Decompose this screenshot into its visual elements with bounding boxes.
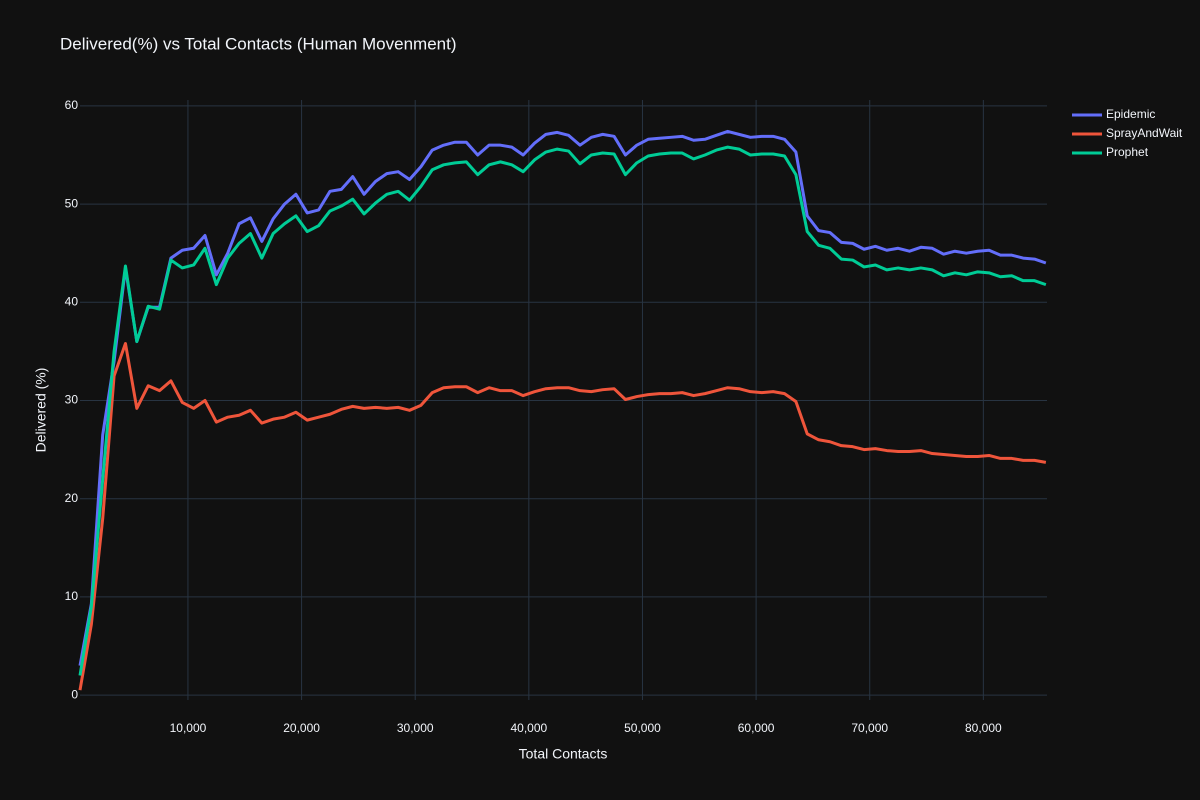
legend-label: SprayAndWait: [1106, 126, 1183, 140]
line-series: [78, 145, 1047, 676]
x-tick-label: 60,000: [738, 721, 775, 735]
line-series: [78, 129, 1047, 666]
x-tick-label: 20,000: [283, 721, 320, 735]
y-tick-label: 0: [71, 687, 78, 701]
line-series: [78, 342, 1047, 691]
chart-title: Delivered(%) vs Total Contacts (Human Mo…: [60, 34, 457, 53]
x-tick-label: 40,000: [510, 721, 547, 735]
y-tick-label: 30: [65, 393, 79, 407]
y-tick-label: 50: [65, 196, 79, 210]
legend-label: Epidemic: [1106, 107, 1155, 121]
y-tick-label: 60: [65, 98, 79, 112]
y-axis-label: Delivered (%): [33, 368, 49, 453]
x-tick-label: 80,000: [965, 721, 1002, 735]
x-tick-label: 50,000: [624, 721, 661, 735]
y-tick-label: 10: [65, 589, 79, 603]
x-tick-label: 10,000: [170, 721, 207, 735]
x-tick-label: 70,000: [851, 721, 888, 735]
y-tick-label: 40: [65, 294, 79, 308]
x-tick-label: 30,000: [397, 721, 434, 735]
legend-label: Prophet: [1106, 145, 1149, 159]
y-tick-label: 20: [65, 491, 79, 505]
x-axis-label: Total Contacts: [519, 746, 608, 762]
